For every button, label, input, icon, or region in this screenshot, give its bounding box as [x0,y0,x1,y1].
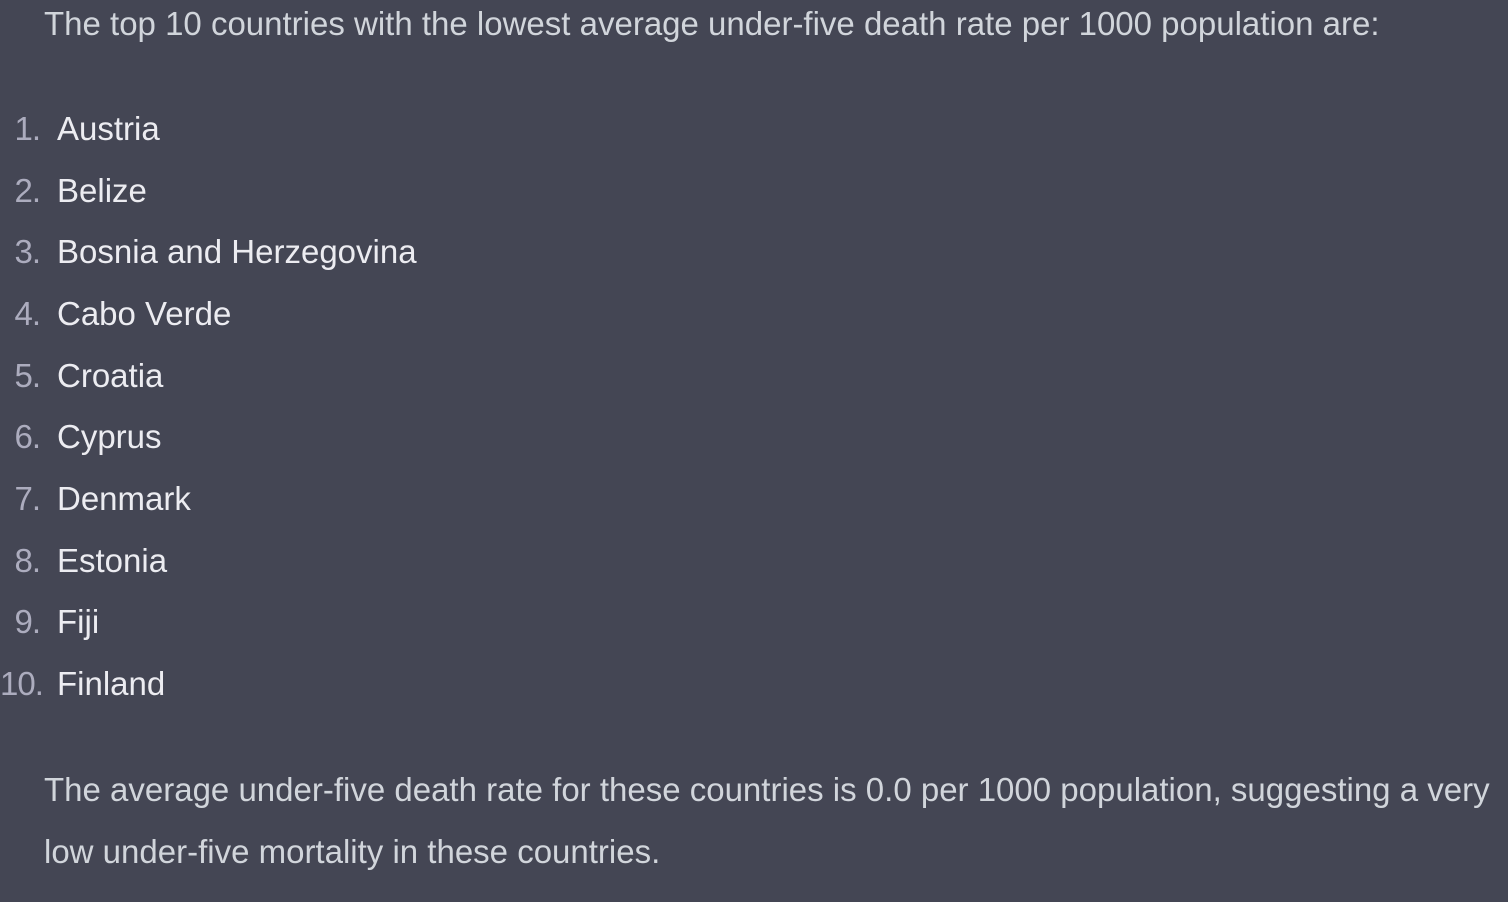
country-name: Finland [57,665,166,703]
list-item: 10. Finland [0,653,417,715]
country-name: Cyprus [57,418,162,456]
list-item: 7. Denmark [0,468,417,530]
country-name: Belize [57,171,147,209]
intro-text: The top 10 countries with the lowest ave… [44,5,1380,42]
list-item: 8. Estonia [0,530,417,592]
list-number: 7. [14,479,41,517]
list-number: 2. [14,171,41,209]
country-list: 1. Austria 2. Belize 3. Bosnia and Herze… [0,98,417,715]
summary-text: The average under-five death rate for th… [44,771,1490,870]
country-name: Bosnia and Herzegovina [57,233,417,271]
country-name: Croatia [57,356,164,394]
list-number: 3. [14,233,41,271]
list-item: 5. Croatia [0,345,417,407]
country-name: Fiji [57,603,100,641]
country-name: Cabo Verde [57,294,232,332]
list-item: 4. Cabo Verde [0,283,417,345]
country-name: Denmark [57,479,191,517]
list-number: 6. [14,418,41,456]
country-name: Austria [57,109,160,147]
list-item: 3. Bosnia and Herzegovina [0,221,417,283]
list-item: 6. Cyprus [0,406,417,468]
list-number: 5. [14,356,41,394]
list-number: 8. [14,541,41,579]
list-item: 2. Belize [0,160,417,222]
list-number: 1. [14,109,41,147]
list-item: 9. Fiji [0,592,417,654]
list-item: 1. Austria [0,98,417,160]
list-number: 4. [14,294,41,332]
list-number: 10. [0,665,44,703]
list-number: 9. [14,603,41,641]
country-name: Estonia [57,541,168,579]
